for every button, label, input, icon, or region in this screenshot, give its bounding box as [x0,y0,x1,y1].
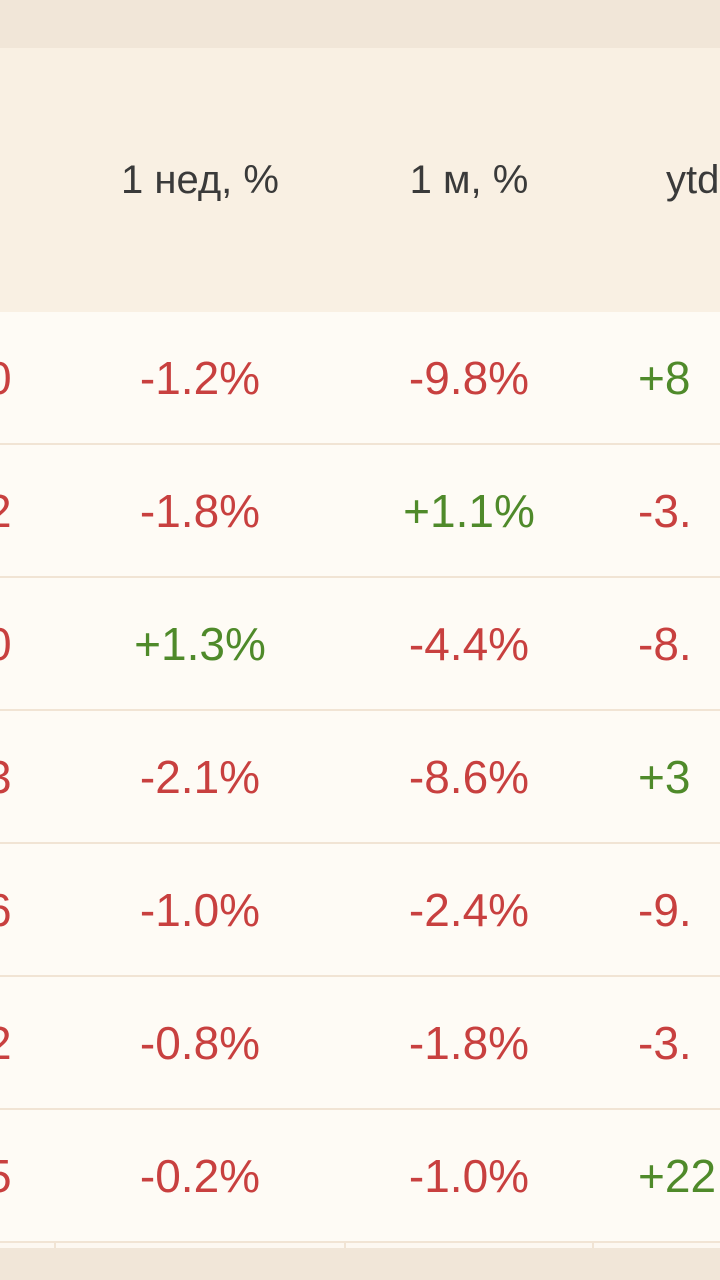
cell-ytd-change: +8 [638,351,691,404]
cell-ytd-change: -8. [638,617,692,670]
cell-week-change: -1.0% [139,883,261,936]
cell-month-change: -9.8% [408,351,530,404]
table-row[interactable]: 0 -1.2% -9.8% +8 [0,312,720,445]
cell-week-change: -0.8% [139,1016,261,1069]
cell-name-tail: 5 [0,1110,26,1241]
header-month[interactable]: 1 м, % [409,157,529,202]
cell-name-tail: 0 [0,312,26,443]
table-row[interactable]: 2 -0.8% -1.8% -3. [0,977,720,1110]
cell-ytd-change: +22 [638,1149,717,1202]
performance-table: 1 нед, % 1 м, % ytd 0 -1.2% -9.8% +8 2 -1.8% +… [0,48,720,1248]
table-row[interactable]: 5 -0.2% -1.0% +22 [0,1110,720,1243]
cell-month-change: -4.4% [408,617,530,670]
bottom-strip [0,1248,720,1280]
table-row[interactable]: 6 -1.0% -2.4% -9. [0,844,720,977]
cell-name-tail: 3 [0,711,26,842]
cell-month-change: -8.6% [408,750,530,803]
cell-ytd-change: -3. [638,1016,692,1069]
cell-ytd-change: -9. [638,883,692,936]
cell-name-tail: 2 [0,445,26,576]
header-week[interactable]: 1 нед, % [121,157,279,202]
table-header-row: 1 нед, % 1 м, % ytd [0,48,720,312]
cell-week-change: -0.2% [139,1149,261,1202]
cell-month-change: -1.0% [408,1149,530,1202]
cell-name-tail: 6 [0,844,26,975]
cell-name-tail: 0 [0,578,26,709]
cell-ytd-change: +3 [638,750,691,803]
cell-month-change: -1.8% [408,1016,530,1069]
cell-month-change: +1.1% [403,484,535,537]
cell-week-change: -1.2% [139,351,261,404]
table-row[interactable]: 0 +1.3% -4.4% -8. [0,578,720,711]
cell-week-change: +1.3% [134,617,266,670]
cell-week-change: -1.8% [139,484,261,537]
cell-month-change: -2.4% [408,883,530,936]
header-ytd[interactable]: ytd [666,157,720,202]
cell-ytd-change: -3. [638,484,692,537]
table-body: 0 -1.2% -9.8% +8 2 -1.8% +1.1% -3. 0 +1.3% -4.4% -8… [0,312,720,1243]
table-row[interactable]: 2 -1.8% +1.1% -3. [0,445,720,578]
cell-name-tail: 2 [0,977,26,1108]
table-row[interactable]: 3 -2.1% -8.6% +3 [0,711,720,844]
cell-week-change: -2.1% [139,750,261,803]
